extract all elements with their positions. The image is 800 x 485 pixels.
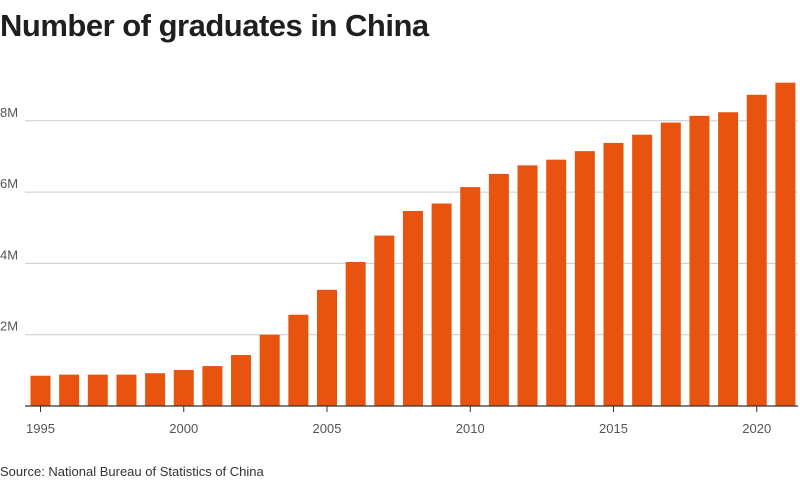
bar-2021 <box>775 82 796 406</box>
x-tick-label: 2020 <box>742 421 771 436</box>
bar-2018 <box>689 115 710 407</box>
bar-2008 <box>402 210 423 406</box>
x-tick-label: 2000 <box>169 421 198 436</box>
y-tick-label: 8M <box>0 105 18 120</box>
bar-2015 <box>603 142 624 406</box>
x-tick-label: 2005 <box>313 421 342 436</box>
bar-2019 <box>718 112 739 406</box>
bar-2017 <box>660 122 681 407</box>
bar-1996 <box>59 374 80 406</box>
chart-title: Number of graduates in China <box>0 8 429 43</box>
x-tick-label: 1995 <box>26 421 55 436</box>
x-tick-label: 2010 <box>456 421 485 436</box>
bar-1998 <box>116 374 137 406</box>
bar-2002 <box>231 355 252 406</box>
bar-2004 <box>288 314 309 406</box>
bars <box>30 82 796 407</box>
bar-2011 <box>488 173 509 406</box>
bar-1999 <box>145 373 166 406</box>
bar-2001 <box>202 366 223 406</box>
bar-2000 <box>173 369 194 406</box>
x-tick-label: 2015 <box>599 421 628 436</box>
x-axis <box>25 405 798 412</box>
bar-2012 <box>517 165 538 406</box>
bar-2013 <box>546 159 567 406</box>
bar-2020 <box>746 94 767 406</box>
bar-2009 <box>431 203 452 406</box>
bar-2006 <box>345 261 366 406</box>
bar-2010 <box>460 187 481 406</box>
y-tick-label: 2M <box>0 319 18 334</box>
source-note: Source: National Bureau of Statistics of… <box>0 464 264 479</box>
bar-2007 <box>374 235 395 406</box>
bar-2016 <box>632 134 653 407</box>
y-tick-label: 6M <box>0 176 18 191</box>
bar-1997 <box>87 374 108 406</box>
tick-labels: 2M 4M 6M 8M 1995 2000 2005 2010 2015 2020 <box>0 105 771 436</box>
bar-2014 <box>574 151 595 406</box>
bar-1995 <box>30 375 51 406</box>
bar-2003 <box>259 334 280 406</box>
y-tick-label: 4M <box>0 247 18 262</box>
bar-2005 <box>317 289 337 406</box>
